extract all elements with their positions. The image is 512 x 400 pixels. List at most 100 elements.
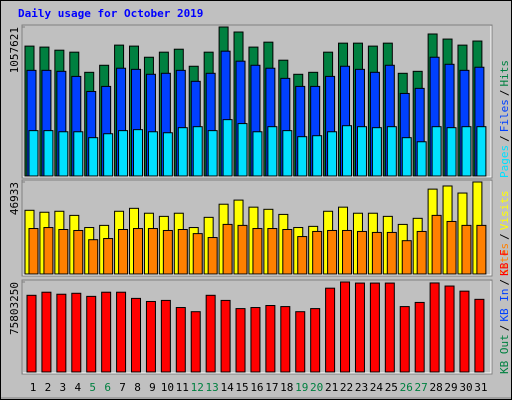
bar [103, 238, 114, 275]
bar [88, 239, 99, 275]
bar [192, 126, 203, 177]
x-tick-label: 14 [220, 381, 234, 394]
x-tick-label: 17 [265, 381, 278, 394]
x-tick-label: 22 [340, 381, 353, 394]
bar [297, 236, 308, 275]
bar [265, 305, 276, 373]
x-tick-label: 8 [134, 381, 141, 394]
bar [250, 307, 261, 373]
bar [461, 224, 472, 275]
x-tick-label: 21 [325, 381, 338, 394]
y-tick-label: 46933 [8, 182, 21, 215]
plot-bevel [23, 26, 492, 178]
bar [160, 299, 171, 373]
bar [282, 130, 293, 177]
x-tick-label: 27 [415, 381, 428, 394]
bar [267, 126, 278, 177]
bar [147, 131, 158, 177]
x-tick-label: 7 [119, 381, 126, 394]
x-tick-label: 31 [474, 381, 487, 394]
bar [446, 220, 457, 275]
bar [356, 126, 367, 177]
bar [207, 130, 218, 177]
bar [237, 224, 248, 275]
bar [162, 132, 173, 177]
legend: KB Out / KB In / KB F [498, 249, 511, 374]
bar [342, 125, 353, 177]
bar [58, 131, 69, 177]
x-tick-label: 9 [149, 381, 156, 394]
x-tick-label: 23 [355, 381, 368, 394]
bar [222, 223, 233, 275]
legend: Pages / Files / Hits [498, 60, 511, 178]
x-tick-label: 26 [400, 381, 413, 394]
legend-entry: Pages [498, 145, 511, 178]
bar [416, 230, 427, 275]
bar [118, 229, 129, 275]
x-tick-label: 10 [161, 381, 174, 394]
y-tick-label: 1057621 [8, 27, 21, 73]
x-tick-label: 15 [235, 381, 248, 394]
x-tick-label: 24 [370, 381, 384, 394]
legend-entry: KB In [498, 289, 511, 322]
legend-separator: / [498, 90, 511, 97]
bar [267, 228, 278, 275]
bar [386, 231, 397, 275]
x-tick-label: 28 [429, 381, 442, 394]
legend-entry: KB F [498, 249, 511, 276]
x-tick-label: 4 [74, 381, 81, 394]
bar [145, 300, 156, 373]
bar [73, 229, 84, 275]
legend-entry: Hits [498, 60, 511, 87]
bar [28, 228, 39, 275]
plot-bevel [23, 281, 492, 374]
bar [192, 233, 203, 275]
x-tick-label: 12 [191, 381, 204, 394]
bar [43, 130, 54, 177]
bar [297, 136, 308, 177]
bar [205, 294, 216, 373]
bar [43, 227, 54, 275]
bar [461, 126, 472, 177]
bar [401, 137, 412, 177]
bar [386, 126, 397, 177]
bar [354, 282, 365, 373]
x-tick-label: 5 [89, 381, 96, 394]
x-tick-label: 16 [250, 381, 263, 394]
x-tick-label: 6 [104, 381, 111, 394]
x-tick-label: 3 [60, 381, 67, 394]
bar [312, 135, 323, 177]
bar [327, 131, 338, 177]
bar [56, 293, 67, 373]
bar [73, 131, 84, 177]
bar [312, 230, 323, 275]
bar [147, 228, 158, 275]
legend-entry: Visits [498, 191, 511, 231]
bar [177, 229, 188, 275]
bar [340, 281, 351, 373]
bar [207, 237, 218, 275]
bar [416, 141, 427, 177]
bar [476, 224, 487, 275]
bar [369, 282, 380, 373]
legend-separator: / [498, 325, 511, 332]
legend: Sites / Visits [498, 191, 511, 277]
x-tick-label: 29 [444, 381, 457, 394]
bar [252, 131, 263, 177]
bar [384, 282, 395, 373]
x-tick-label: 25 [385, 381, 398, 394]
bar [356, 230, 367, 275]
bar [175, 307, 186, 373]
x-tick-label: 13 [206, 381, 219, 394]
bar [220, 299, 231, 373]
bar [474, 298, 485, 373]
bar [252, 228, 263, 275]
bar [310, 308, 321, 373]
x-tick-label: 30 [459, 381, 472, 394]
bar [58, 229, 69, 275]
bar [235, 308, 246, 373]
bar [88, 137, 99, 177]
y-tick-label: 75803250 [8, 282, 21, 335]
bar [431, 214, 442, 275]
